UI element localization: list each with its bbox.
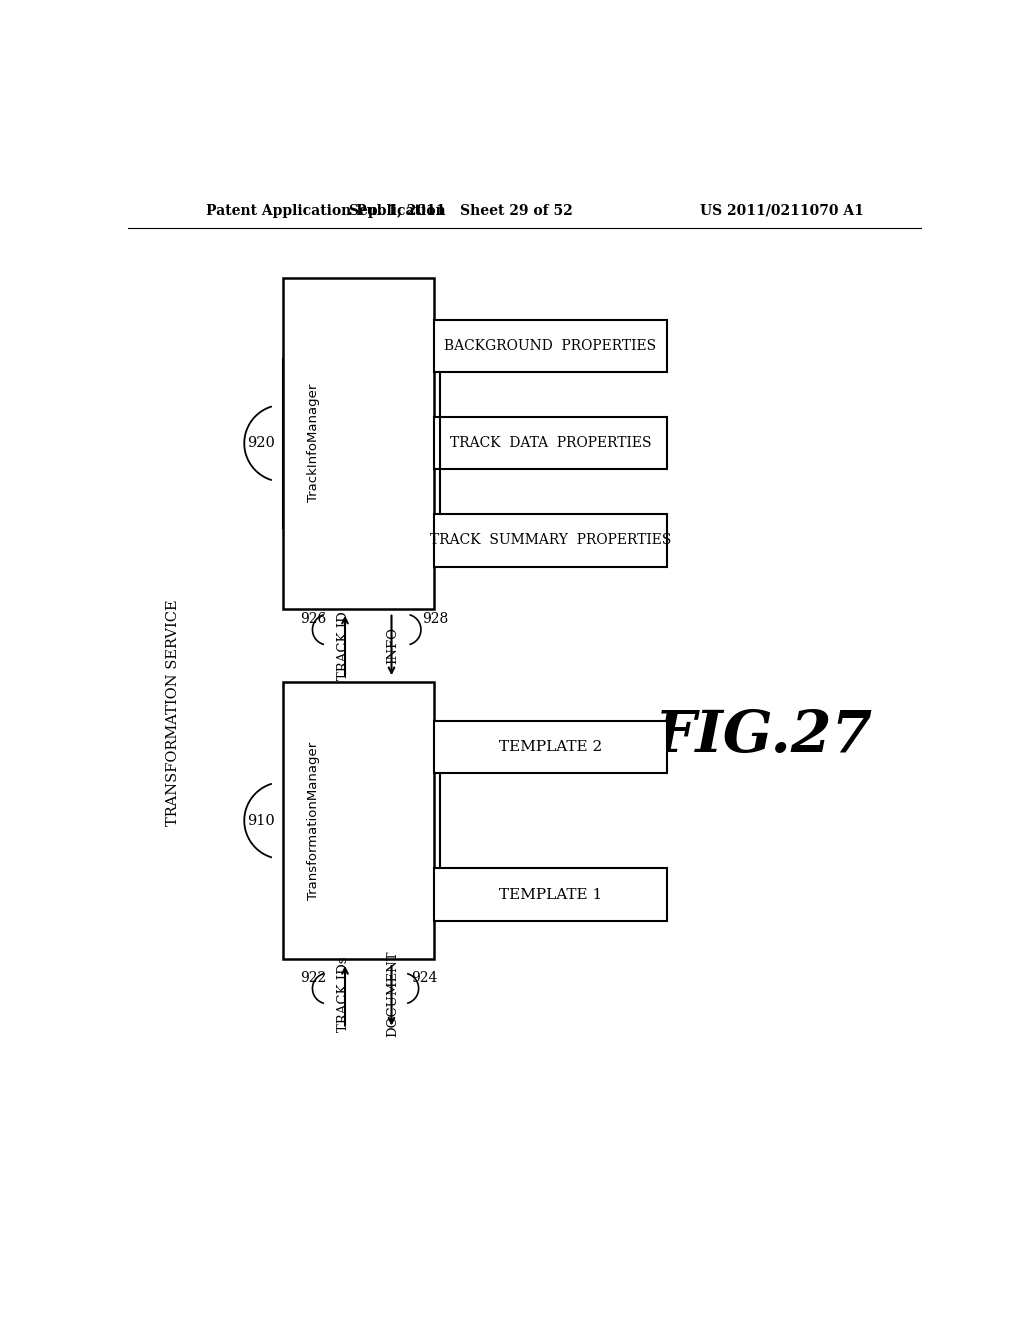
Text: US 2011/0211070 A1: US 2011/0211070 A1	[700, 203, 864, 218]
Text: TRACK  SUMMARY  PROPERTIES: TRACK SUMMARY PROPERTIES	[430, 533, 671, 548]
Text: TEMPLATE 1: TEMPLATE 1	[499, 887, 602, 902]
Text: Sep. 1, 2011   Sheet 29 of 52: Sep. 1, 2011 Sheet 29 of 52	[349, 203, 573, 218]
Text: DOCUMENT: DOCUMENT	[386, 950, 399, 1038]
Text: TransformationManager: TransformationManager	[307, 742, 321, 900]
Text: TRACK ID: TRACK ID	[337, 611, 350, 680]
Text: 928: 928	[423, 612, 449, 626]
Text: TRACK  DATA  PROPERTIES: TRACK DATA PROPERTIES	[450, 437, 651, 450]
Bar	[434, 515, 667, 566]
Bar	[434, 869, 667, 921]
Bar	[283, 682, 434, 960]
Text: 920: 920	[248, 437, 275, 450]
Bar	[434, 321, 667, 372]
Text: INFO: INFO	[386, 627, 399, 664]
Text: TEMPLATE 2: TEMPLATE 2	[499, 739, 602, 754]
Text: Patent Application Publication: Patent Application Publication	[206, 203, 445, 218]
Text: TRANSFORMATION SERVICE: TRANSFORMATION SERVICE	[166, 599, 180, 826]
Text: TRACK IDs: TRACK IDs	[337, 956, 350, 1032]
Text: 926: 926	[300, 612, 327, 626]
Text: 924: 924	[411, 972, 437, 986]
Text: 922: 922	[300, 972, 327, 986]
Bar	[434, 417, 667, 470]
Text: TrackInfoManager: TrackInfoManager	[307, 384, 321, 503]
Text: FIG.27: FIG.27	[654, 708, 872, 764]
Text: 910: 910	[248, 813, 275, 828]
Bar	[434, 721, 667, 774]
Text: BACKGROUND  PROPERTIES: BACKGROUND PROPERTIES	[444, 339, 656, 354]
Bar	[283, 277, 434, 609]
